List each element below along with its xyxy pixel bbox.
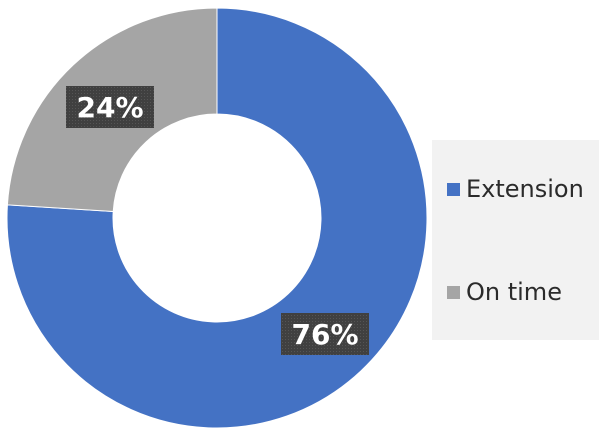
legend-item-on-time: On time xyxy=(447,277,562,307)
data-label-box-extension xyxy=(281,313,369,355)
legend-background xyxy=(432,140,599,340)
legend-label-extension: Extension xyxy=(466,175,584,203)
legend-item-extension: Extension xyxy=(447,174,584,204)
data-label-on-time: 24% xyxy=(76,91,143,124)
data-label-box-on-time xyxy=(66,86,154,128)
legend-label-on-time: On time xyxy=(466,278,562,306)
legend-swatch-on-time xyxy=(447,285,460,299)
legend-swatch-extension xyxy=(447,182,460,196)
data-label-extension: 76% xyxy=(291,318,358,351)
